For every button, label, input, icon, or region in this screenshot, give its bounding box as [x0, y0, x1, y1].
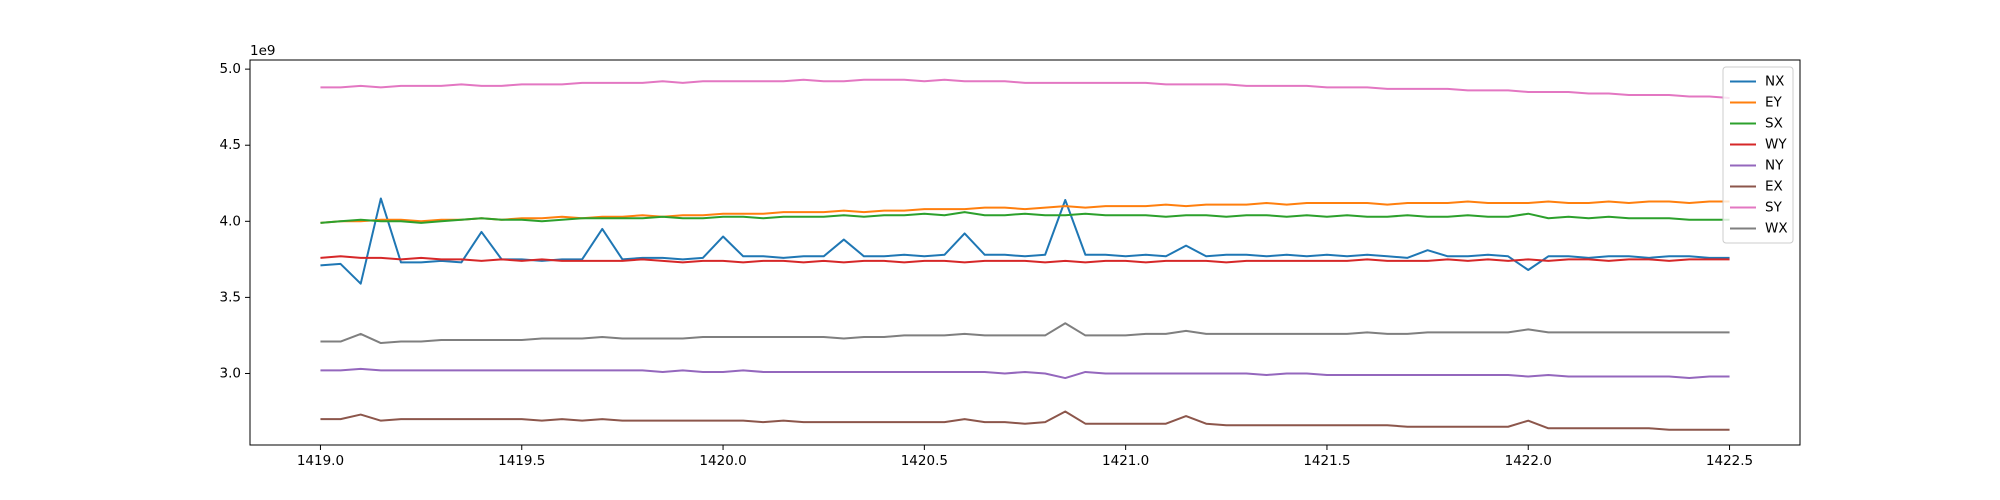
x-tick-label: 1422.0	[1505, 453, 1552, 469]
legend-label: NX	[1765, 74, 1784, 90]
y-tick-label: 4.0	[220, 213, 241, 229]
y-tick-label: 3.0	[220, 365, 241, 381]
y-tick-label: 4.5	[220, 137, 241, 153]
legend-label: WX	[1765, 221, 1788, 237]
y-offset-label: 1e9	[250, 43, 275, 59]
y-tick-label: 3.5	[220, 289, 241, 305]
legend-box	[1722, 66, 1794, 244]
series-line	[320, 211, 1730, 224]
legend-label: EX	[1765, 179, 1783, 195]
series-line	[320, 78, 1730, 100]
series-line	[320, 410, 1730, 431]
legend-label: WY	[1765, 137, 1787, 153]
x-tick-label: 1419.0	[297, 453, 344, 469]
x-tick-label: 1420.0	[699, 453, 746, 469]
legend-label: EY	[1765, 95, 1783, 111]
y-tick-label: 5.0	[220, 61, 241, 77]
series-line	[320, 255, 1730, 264]
x-tick-label: 1419.5	[498, 453, 545, 469]
legend: NX EY SX WY NY EX SY WX	[1722, 66, 1794, 244]
series-line	[320, 197, 1730, 285]
axes-frame	[249, 59, 1801, 446]
x-tick-label: 1422.5	[1706, 453, 1753, 469]
legend-label: SX	[1765, 116, 1783, 132]
x-tick-label: 1421.5	[1303, 453, 1350, 469]
x-tick-label: 1421.0	[1102, 453, 1149, 469]
legend-label: SY	[1765, 200, 1783, 216]
series-line	[320, 200, 1730, 224]
series-line	[320, 322, 1730, 345]
series-line	[320, 367, 1730, 380]
legend-label: NY	[1765, 158, 1784, 174]
x-tick-label: 1420.5	[901, 453, 948, 469]
